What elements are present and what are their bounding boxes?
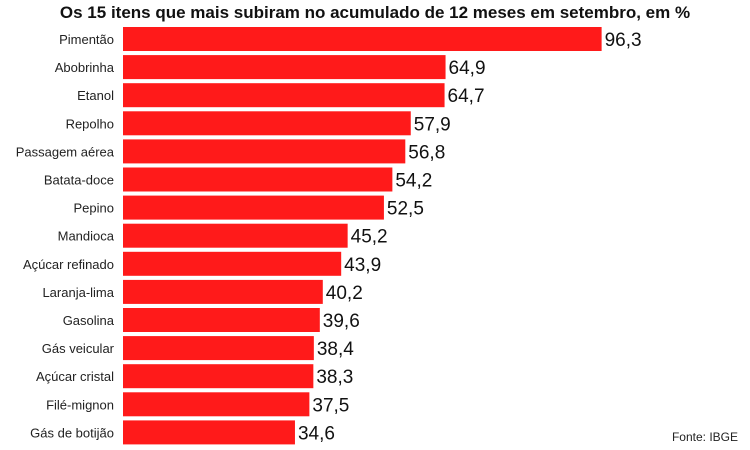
value-label: 52,5 [387, 199, 424, 220]
bar [123, 111, 411, 136]
value-label: 45,2 [351, 227, 388, 248]
category-label: Gás veicular [42, 341, 115, 356]
category-label: Pepino [74, 201, 114, 216]
value-label: 64,7 [448, 86, 485, 107]
bar [123, 83, 445, 108]
value-label: 39,6 [323, 311, 360, 332]
value-label: 40,2 [326, 283, 363, 304]
bar [123, 308, 320, 332]
category-label: Filé-mignon [46, 397, 114, 412]
category-label: Açúcar cristal [36, 369, 114, 384]
category-label: Mandioca [58, 229, 115, 244]
bar [123, 336, 314, 361]
value-label: 37,5 [312, 395, 349, 416]
category-label: Pimentão [59, 32, 114, 47]
value-label: 43,9 [344, 255, 381, 276]
bar [123, 251, 342, 276]
bar [123, 55, 446, 80]
bar [123, 420, 295, 445]
source-note: Fonte: IBGE [671, 430, 738, 444]
category-label: Repolho [66, 116, 114, 131]
value-label: 34,6 [298, 423, 335, 444]
category-label: Abobrinha [55, 60, 115, 75]
bar [123, 364, 314, 389]
category-label: Batata-doce [44, 173, 114, 188]
category-label: Açúcar refinado [23, 257, 114, 272]
category-label: Etanol [77, 88, 114, 103]
value-label: 56,8 [408, 142, 445, 163]
category-label: Gás de botijão [30, 425, 114, 440]
bar [123, 223, 348, 248]
value-label: 96,3 [605, 30, 642, 51]
bar [123, 392, 310, 417]
bar [123, 167, 393, 192]
value-label: 54,2 [395, 171, 432, 192]
chart-title: Os 15 itens que mais subiram no acumulad… [59, 3, 691, 22]
value-label: 38,3 [316, 367, 353, 388]
bar [123, 139, 406, 164]
category-label: Laranja-lima [42, 285, 114, 300]
value-label: 38,4 [317, 339, 354, 360]
bar [123, 195, 384, 220]
bar [123, 279, 323, 304]
category-label: Passagem aérea [16, 144, 115, 159]
value-label: 64,9 [449, 58, 486, 79]
bar [123, 27, 602, 51]
value-label: 57,9 [414, 114, 451, 135]
category-label: Gasolina [63, 313, 115, 328]
